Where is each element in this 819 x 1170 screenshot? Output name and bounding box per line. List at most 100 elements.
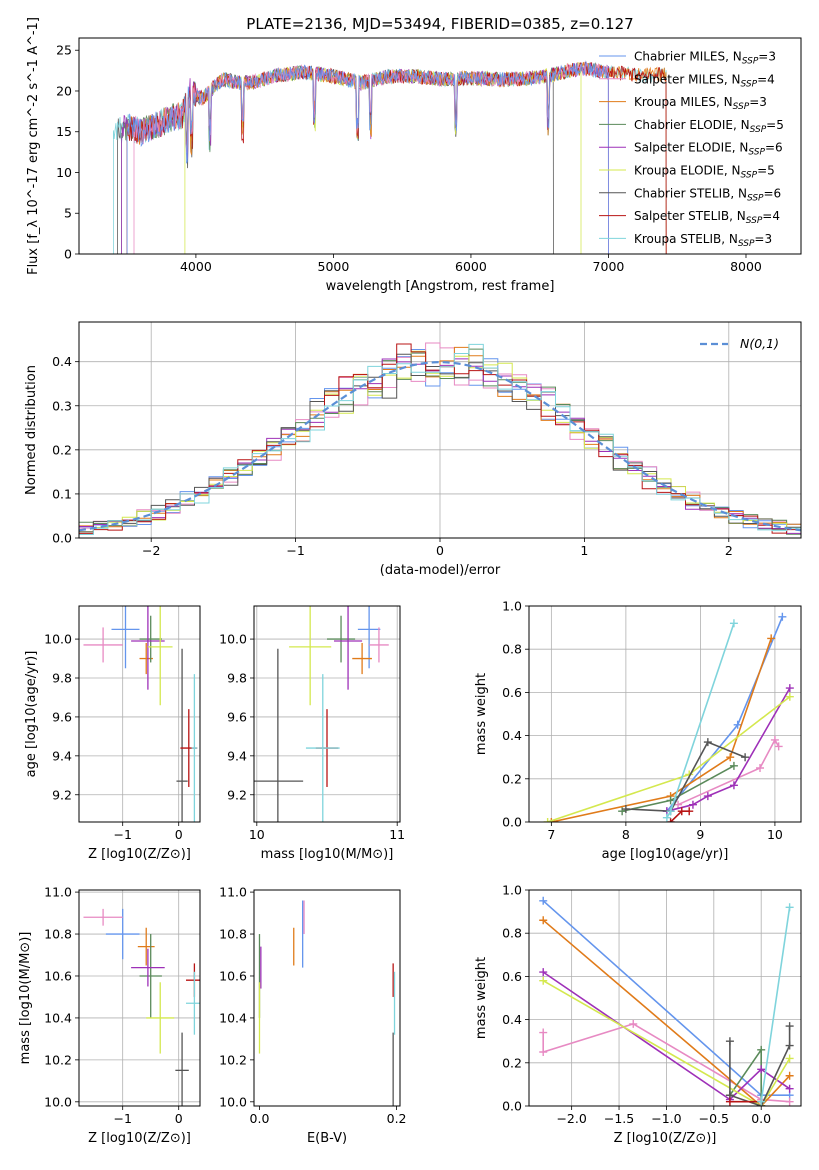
y-tick-label: 9.2 (227, 787, 247, 802)
x-tick-label: 8 (622, 827, 630, 842)
y-tick-label: 10.4 (219, 1010, 247, 1025)
y-tick-label: 9.8 (52, 671, 72, 686)
weight-marker-6 (785, 1022, 794, 1031)
x-tick-label: 5000 (318, 259, 350, 274)
weight-marker-3 (757, 1045, 766, 1054)
weight-marker-7 (685, 807, 694, 816)
y-tick-label: 9.2 (52, 787, 72, 802)
axis-frame-group: −2 −1 0 1 2 0.0 0.1 0.2 0.3 0.4 (data-model)/error… (24, 321, 802, 578)
x-axis-label: (data-model)/error (380, 563, 501, 578)
weight-marker-7 (725, 1097, 734, 1106)
legend-label-1: Salpeter MILES, NSSP=4 (634, 72, 775, 89)
x-axis-label: E(B-V) (307, 1131, 347, 1146)
y-tick-label: 9.6 (227, 709, 247, 724)
axes-mass-vs-Z: −1 0 10.0 10.2 10.4 10.6 10.8 11.0 Z [log10(Z/Z⊙… (18, 885, 201, 1146)
y-tick-label: 0.6 (502, 685, 522, 700)
x-axis-label: Z [log10(Z/Z⊙)] (88, 1131, 191, 1146)
axes-residuals: −2 −1 0 1 2 0.0 0.1 0.2 0.3 0.4 (data-model)/error… (24, 321, 802, 578)
x-tick-label: 6000 (455, 259, 487, 274)
x-tick-label: −0.5 (699, 1111, 729, 1126)
y-axis-label: Flux [f_λ 10^-17 erg cm^-2 s^-1 A^-1] (26, 17, 41, 275)
axes-age-vs-mass: 10 11 9.2 9.4 9.6 9.8 10.0 mass [log10(M/M⊙)] (219, 605, 405, 862)
y-tick-label: 10.2 (44, 1052, 72, 1067)
weight-marker-5 (539, 976, 548, 985)
weight-marker-2 (726, 753, 735, 762)
y-tick-label: 10.6 (219, 968, 247, 983)
legend-label-6: Chabrier STELIB, NSSP=6 (634, 186, 781, 203)
x-tick-label: −2.0 (556, 1111, 586, 1126)
weight-marker-6 (725, 1037, 734, 1046)
weight-marker-6 (703, 738, 712, 747)
weight-marker-1 (674, 800, 683, 809)
weight-marker-2 (547, 818, 556, 822)
y-tick-label: 10.8 (44, 927, 72, 942)
weight-marker-3 (729, 761, 738, 770)
y-tick-label: 20 (56, 83, 72, 98)
legend-label-0: Chabrier MILES, NSSP=3 (634, 50, 776, 67)
y-tick-label: 0.8 (502, 642, 522, 657)
y-tick-label: 11.0 (219, 885, 247, 900)
y-tick-label: 0.2 (502, 1055, 522, 1070)
weight-line-5 (542, 980, 791, 1106)
weight-marker-4 (785, 1084, 794, 1093)
y-tick-label: 1.0 (502, 883, 522, 898)
y-tick-label: 0.0 (502, 815, 522, 830)
axis-frame-group: 10 11 9.2 9.4 9.6 9.8 10.0 mass [log10(M/M⊙)] (219, 605, 405, 862)
x-tick-label: 0.0 (751, 1111, 771, 1126)
weight-marker-2 (785, 1071, 794, 1080)
axes-weight-vs-age: 7 8 9 10 0.0 0.2 0.4 0.6 0.8 1.0 age [log10(age/yr… (474, 599, 802, 862)
x-tick-label: −2 (142, 543, 160, 558)
y-tick-label: 0.4 (52, 354, 72, 369)
y-tick-label: 1.0 (502, 599, 522, 614)
x-tick-label: 0 (175, 827, 183, 842)
axis-frame-group: 7 8 9 10 0.0 0.2 0.4 0.6 0.8 1.0 age [log10(age/yr… (474, 599, 802, 862)
weight-line-4 (542, 971, 791, 1101)
weight-marker-4 (729, 781, 738, 790)
weight-marker-8 (785, 903, 794, 912)
y-tick-label: 10.8 (219, 927, 247, 942)
axes-age-vs-Z: −1 0 9.2 9.4 9.6 9.8 10.0 Z [log10(Z/Z⊙)] age [l… (24, 605, 201, 862)
y-tick-label: 10.4 (44, 1010, 72, 1025)
y-axis-label: mass weight (474, 673, 489, 755)
axis-frame (78, 605, 201, 823)
weight-marker-5 (785, 1054, 794, 1063)
y-tick-label: 0.4 (502, 728, 522, 743)
plot-area (79, 342, 801, 535)
y-tick-label: 0.6 (502, 969, 522, 984)
axis-frame-group: −2.0 −1.5 −1.0 −0.5 0.0 0.0 0.2 0.4 0.6 0.8 1.0 Z [… (474, 883, 802, 1146)
weight-marker-1 (756, 764, 765, 772)
weight-marker-8 (729, 619, 738, 628)
x-axis-label: mass [log10(M/M⊙)] (261, 847, 394, 862)
weight-line-6 (729, 1026, 791, 1106)
legend-label-4: Salpeter ELODIE, NSSP=6 (634, 141, 783, 158)
x-tick-label: 10 (767, 827, 783, 842)
y-tick-label: 10.0 (44, 1094, 72, 1109)
x-axis-label: Z [log10(Z/Z⊙)] (614, 1131, 717, 1146)
weight-marker-4 (539, 968, 548, 977)
figure-title: PLATE=2136, MJD=53494, FIBERID=0385, z=0… (246, 15, 633, 33)
axis-frame (78, 37, 802, 255)
x-tick-label: 2 (725, 543, 733, 558)
legend-label-8: Kroupa STELIB, NSSP=3 (634, 232, 772, 249)
axis-frame (78, 889, 201, 1107)
weight-marker-1 (539, 1028, 548, 1037)
x-tick-label: −1 (286, 543, 304, 558)
legend-label-5: Kroupa ELODIE, NSSP=5 (634, 164, 775, 181)
weight-marker-0 (733, 720, 742, 729)
axis-frame (253, 605, 401, 823)
axis-frame (528, 889, 802, 1107)
x-tick-label: 0 (175, 1111, 183, 1126)
legend-label-2: Kroupa MILES, NSSP=3 (634, 95, 767, 112)
y-tick-label: 0.1 (52, 486, 72, 501)
axes-weight-vs-Z: −2.0 −1.5 −1.0 −0.5 0.0 0.0 0.2 0.4 0.6 0.8 1.0 Z [… (474, 883, 802, 1146)
weight-marker-2 (767, 634, 776, 643)
weight-marker-0 (778, 612, 787, 621)
axes-mass-vs-EBV: 0.0 0.2 10.0 10.2 10.4 10.6 10.8 11.0 E(B-V) (219, 885, 406, 1146)
weight-marker-4 (703, 792, 712, 801)
x-tick-label: 0.0 (250, 1111, 270, 1126)
plot-area (539, 896, 794, 1106)
y-tick-label: 10.0 (44, 632, 72, 647)
weight-marker-6 (621, 805, 630, 814)
grid-lines (79, 606, 200, 822)
y-tick-label: 15 (56, 124, 72, 139)
